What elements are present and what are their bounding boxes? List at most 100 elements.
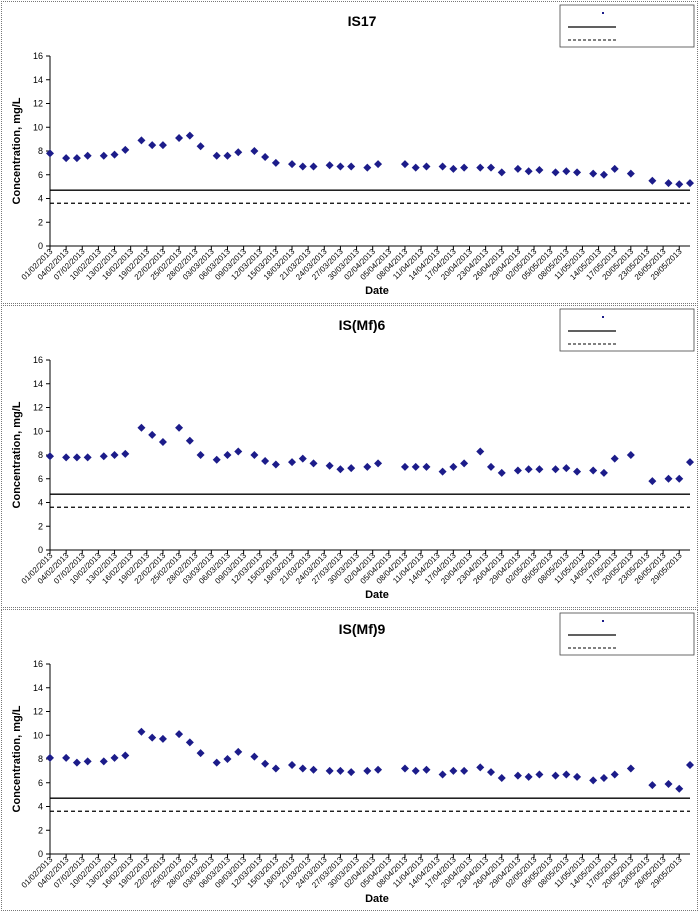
y-tick-label: 4 [38,802,43,812]
data-point [524,465,533,474]
data-point [121,145,130,154]
data-point [212,151,221,160]
data-point [438,162,447,171]
data-point [626,451,635,459]
data-point [363,163,372,172]
data-point [610,454,619,463]
data-point [148,430,157,439]
data-point [422,162,431,171]
data-point [400,764,409,773]
y-tick-label: 6 [38,474,43,484]
data-point [675,180,684,189]
data-point [449,164,458,173]
data-point [535,770,544,779]
chart-panel-is17: IS17 0 2 4 6 8 10 12 14 16 01/02/2013 04/02/2013 07/… [1,1,698,304]
data-point [686,760,694,769]
y-tick-label: 8 [38,450,43,460]
chart-title: IS17 [348,13,377,29]
data-point [589,466,598,475]
data-point [234,747,243,756]
y-tick-label: 10 [33,426,43,436]
data-point [148,733,157,742]
y-tick-label: 0 [38,241,43,251]
data-point [562,167,571,176]
data-point [449,766,458,775]
legend [559,4,695,48]
chart-ismf6: IS(Mf)6024681012141601/02/201304/02/2013… [11,308,695,601]
y-tick-label: 12 [33,403,43,413]
data-point [261,456,270,465]
data-point [599,170,608,179]
y-axis-label: Concentration, mg/L [11,401,23,508]
y-tick-label: 12 [33,99,43,109]
data-point [158,141,167,150]
data-point [363,766,372,775]
data-point [535,465,544,474]
data-point [476,163,485,172]
data-point [336,162,345,171]
data-point [363,462,372,471]
data-point [460,766,469,775]
x-axis-label: Date [365,893,389,905]
data-point [400,160,409,169]
data-point [599,774,608,782]
data-point [487,768,496,777]
data-point [223,151,232,160]
y-tick-label: 0 [38,849,43,859]
data-point [336,465,345,474]
y-tick-label: 16 [33,355,43,365]
data-point [72,154,81,163]
data-point [121,449,130,458]
data-point [250,147,259,155]
data-point [551,168,560,177]
data-point [551,771,560,780]
data-point [137,136,146,145]
data-point [62,753,71,762]
data-point [83,151,92,160]
data-point [438,467,447,476]
data-point [347,162,356,171]
data-point [271,158,280,167]
data-point [686,458,694,467]
data-point [46,753,54,762]
data-point [599,468,608,477]
data-point [99,151,108,160]
data-point [422,765,431,774]
data-point [460,459,469,468]
data-point [309,162,318,171]
data-point [589,169,598,178]
data-point [438,770,447,779]
data-point [664,779,673,788]
data-point [298,764,307,773]
data-point [573,168,582,177]
y-tick-label: 6 [38,170,43,180]
data-point [72,758,81,767]
data-point [121,751,130,760]
y-tick-label: 0 [38,545,43,555]
data-point [497,774,506,782]
y-tick-label: 6 [38,778,43,788]
data-point [400,462,409,471]
data-point [422,462,431,471]
data-point [99,452,108,461]
data-point [288,760,297,769]
data-point [675,474,684,483]
data-point [610,770,619,779]
data-point [573,467,582,476]
data-point [175,730,184,739]
data-point [110,753,119,762]
data-point [664,474,673,483]
y-tick-label: 4 [38,194,43,204]
y-tick-label: 10 [33,122,43,132]
data-point [626,169,635,178]
y-tick-label: 8 [38,754,43,764]
data-point [460,163,469,172]
data-point [196,451,205,459]
data-point [148,141,157,150]
legend-marker-icon [602,12,604,14]
y-tick-label: 2 [38,521,43,531]
data-point [175,423,184,432]
data-point [250,752,259,761]
data-point [185,738,194,747]
